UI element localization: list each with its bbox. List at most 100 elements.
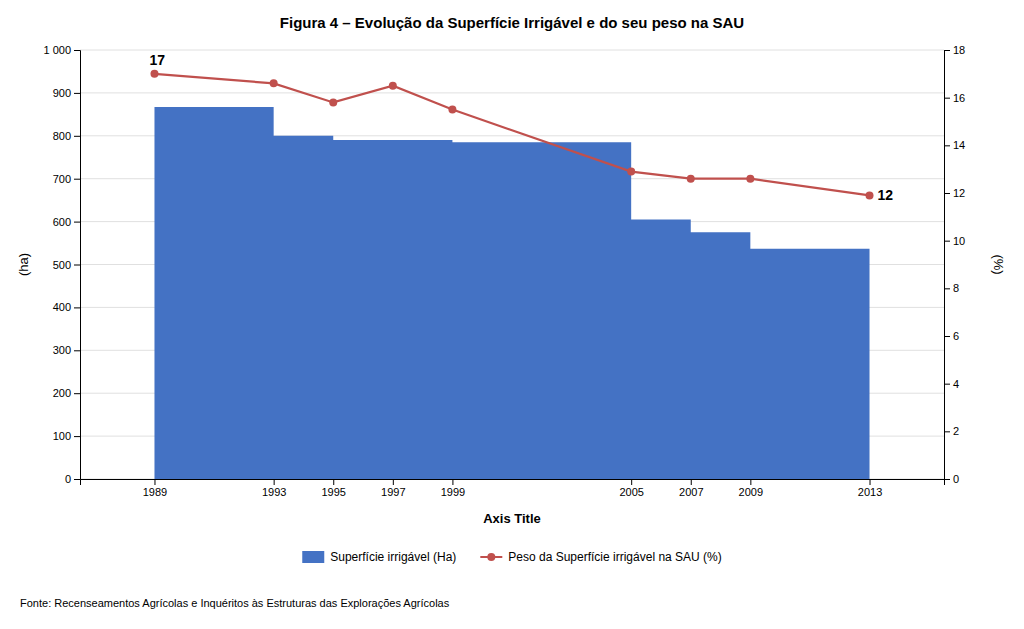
tick-mark [274, 479, 275, 485]
tick: 1989 [143, 479, 167, 498]
title: Figura 4 – Evolução da Superfície Irrigá… [280, 14, 744, 31]
tick-mark [74, 265, 80, 266]
tick-label: 100 [53, 430, 71, 442]
tick-mark [74, 393, 80, 394]
tick: 1993 [262, 479, 286, 498]
tick: 6 [944, 330, 959, 342]
legend-label: Superfície irrigável (Ha) [330, 550, 456, 564]
tick-label: 800 [53, 130, 71, 142]
tick-mark [74, 93, 80, 94]
marker [448, 106, 456, 114]
tick-mark [631, 479, 632, 485]
tick-mark [944, 479, 950, 480]
tick: 1995 [321, 479, 345, 498]
legend-marker [487, 553, 495, 561]
tick-label: 2013 [858, 486, 882, 498]
tick-label: 600 [53, 216, 71, 228]
x-axis: 1989 1993 1995 1997 1999 2005 2007 2009 2013 [81, 479, 945, 498]
area [154, 107, 869, 479]
tick: 1999 [441, 479, 465, 498]
legend: Superfície irrigável (Ha) Peso da Superfí… [302, 550, 721, 564]
chart: 1989199319951997199920052007200920130100… [0, 0, 1024, 629]
marker [389, 82, 397, 90]
tick: 10 [944, 235, 965, 247]
tick: 14 [944, 139, 965, 151]
tick-label: 12 [953, 187, 965, 199]
tick: 2009 [739, 479, 763, 498]
tick: 2013 [858, 479, 882, 498]
tick-label: 6 [953, 330, 959, 342]
line [154, 74, 869, 196]
tick-mark [691, 479, 692, 485]
x-axis-title: Axis Title [483, 511, 541, 526]
tick-label: 0 [65, 473, 71, 485]
tick-mark [944, 384, 950, 385]
tick-mark [750, 479, 751, 485]
tick: 800 [53, 130, 80, 142]
annotation: 12 [878, 187, 894, 203]
tick: 2005 [619, 479, 643, 498]
marker [746, 175, 754, 183]
tick-label: 14 [953, 139, 965, 151]
tick-label: 2007 [679, 486, 703, 498]
tick: 0 [944, 473, 959, 485]
tick-label: 18 [953, 44, 965, 56]
axis-line [81, 480, 945, 486]
tick: 300 [53, 344, 80, 356]
tick: 12 [944, 187, 965, 199]
tick-label: 10 [953, 235, 965, 247]
tick-label: 1997 [381, 486, 405, 498]
y2-axis-title: (%) [991, 254, 1006, 274]
tick-mark [74, 136, 80, 137]
tick: 2 [944, 425, 959, 437]
tick-mark [74, 222, 80, 223]
tick-label: 1999 [441, 486, 465, 498]
tick: 0 [65, 473, 80, 485]
tick-label: 4 [953, 378, 959, 390]
legend-label: Peso da Superfície irrigável na SAU (%) [508, 550, 721, 564]
grid-line [80, 92, 944, 93]
tick-mark [74, 479, 80, 480]
tick-mark [944, 288, 950, 289]
axis-line [945, 51, 951, 480]
tick: 8 [944, 282, 959, 294]
tick-label: 1989 [143, 486, 167, 498]
tick-mark [393, 479, 394, 485]
tick-mark [944, 241, 950, 242]
tick: 16 [944, 92, 965, 104]
tick: 1 000 [43, 44, 80, 56]
tick-mark [74, 350, 80, 351]
tick-label: 8 [953, 282, 959, 294]
tick: 500 [53, 259, 80, 271]
tick-label: 16 [953, 92, 965, 104]
tick: 18 [944, 44, 965, 56]
tick-mark [944, 193, 950, 194]
tick-label: 1993 [262, 486, 286, 498]
tick-label: 400 [53, 301, 71, 313]
y2-axis: 0 2 4 6 8 10 12 14 16 18 [944, 44, 965, 485]
plot: 1989199319951997199920052007200920130100… [16, 44, 1006, 526]
marker [270, 79, 278, 87]
tick-label: 2 [953, 425, 959, 437]
tick-label: 1995 [321, 486, 345, 498]
tick-mark [944, 98, 950, 99]
tick: 600 [53, 216, 80, 228]
tick: 2007 [679, 479, 703, 498]
tick-label: 2005 [619, 486, 643, 498]
tick-label: 900 [53, 87, 71, 99]
tick-label: 500 [53, 259, 71, 271]
marker [627, 168, 635, 176]
tick-label: 300 [53, 344, 71, 356]
tick-mark [944, 336, 950, 337]
tick-label: 700 [53, 173, 71, 185]
tick: 1997 [381, 479, 405, 498]
tick: 100 [53, 430, 80, 442]
y-axis: 0 100 200 300 400 500 600 700 800 900 1 000 [43, 44, 80, 485]
tick-label: 200 [53, 387, 71, 399]
tick: 200 [53, 387, 80, 399]
marker [866, 191, 874, 199]
axis-line [74, 51, 81, 480]
tick-label: 0 [953, 473, 959, 485]
tick-mark [74, 50, 80, 51]
tick-mark [870, 479, 871, 485]
